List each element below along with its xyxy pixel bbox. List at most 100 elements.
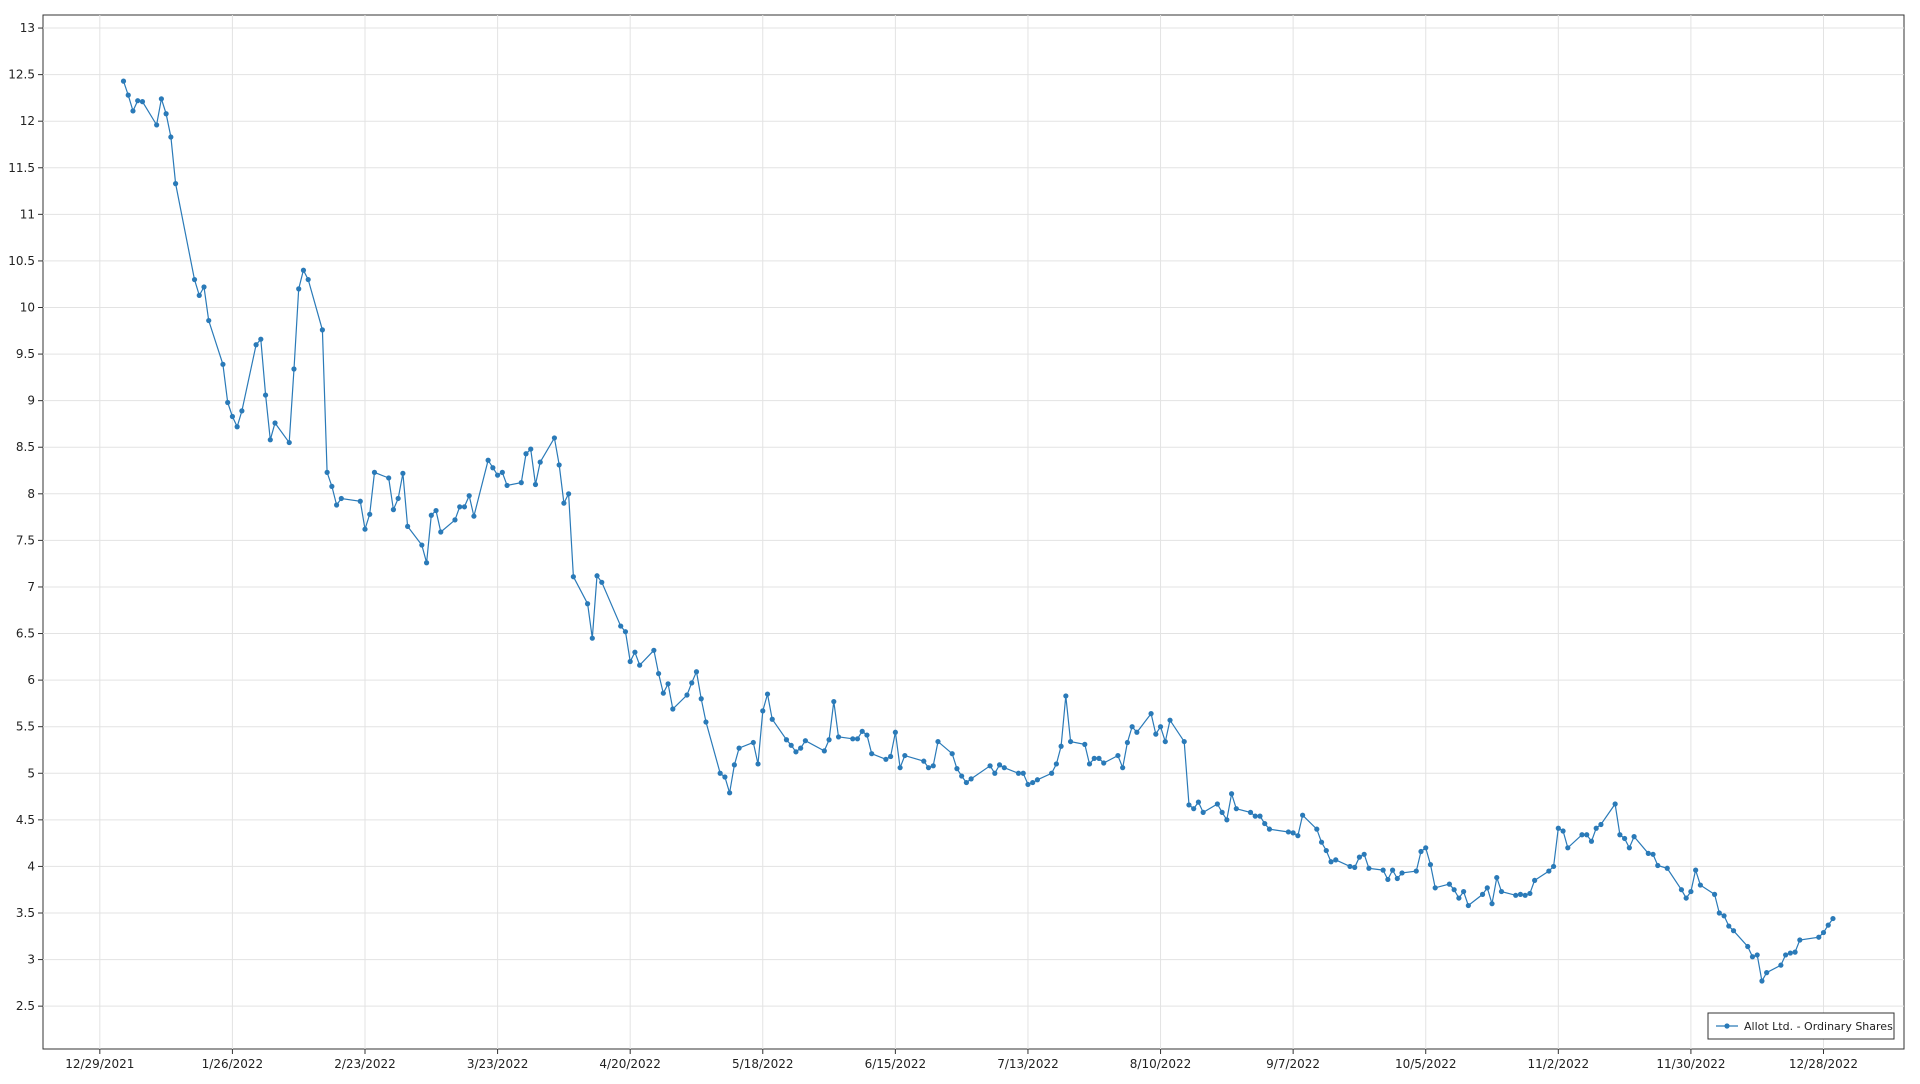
data-point	[485, 457, 491, 463]
data-point	[1688, 888, 1694, 895]
data-point	[1015, 770, 1022, 776]
data-point	[760, 708, 766, 714]
data-point	[665, 681, 671, 687]
data-point	[769, 716, 775, 722]
data-point	[1593, 825, 1599, 831]
data-point	[1598, 821, 1604, 828]
data-point	[201, 284, 207, 290]
data-point	[996, 762, 1003, 768]
data-point	[286, 439, 292, 446]
data-point	[1101, 760, 1107, 766]
y-tick-label: 3.5	[16, 906, 35, 920]
data-point	[783, 737, 790, 743]
y-tick-label: 7	[27, 580, 35, 594]
data-point	[1063, 693, 1069, 699]
data-point	[1759, 978, 1765, 984]
y-tick-label: 7.5	[16, 533, 35, 547]
data-point	[1314, 826, 1320, 832]
data-point	[1550, 863, 1557, 870]
data-point	[158, 96, 164, 102]
data-point	[1830, 915, 1836, 922]
data-point	[854, 736, 861, 742]
y-tick-label: 8	[27, 487, 35, 501]
data-point	[1825, 922, 1831, 928]
data-point	[471, 513, 477, 519]
data-point	[371, 469, 378, 475]
data-point	[1792, 949, 1798, 955]
data-point	[1157, 724, 1164, 730]
data-point	[206, 317, 212, 324]
data-point	[1285, 829, 1292, 835]
x-tick-label: 10/5/2022	[1395, 1057, 1457, 1071]
data-point	[551, 435, 558, 441]
data-point	[651, 647, 657, 653]
data-point	[324, 469, 330, 475]
data-point	[386, 475, 392, 481]
data-point	[925, 765, 932, 771]
data-point	[655, 670, 662, 677]
data-point	[1820, 929, 1827, 936]
data-point	[338, 495, 344, 502]
data-point	[798, 745, 804, 751]
data-point	[1200, 809, 1206, 815]
data-point	[1129, 724, 1135, 730]
data-point	[1380, 867, 1386, 873]
data-point	[954, 766, 960, 772]
x-tick-label: 11/2/2022	[1528, 1057, 1590, 1071]
data-point	[296, 286, 302, 292]
data-point	[1527, 890, 1533, 897]
y-tick-label: 12.5	[8, 68, 35, 82]
data-point	[191, 276, 198, 283]
data-point	[793, 749, 799, 755]
data-point	[589, 635, 595, 641]
data-point	[357, 498, 363, 504]
data-point	[1678, 887, 1685, 893]
data-point	[561, 500, 567, 506]
data-point	[1645, 850, 1651, 856]
data-point	[1290, 830, 1296, 836]
data-point	[1584, 832, 1590, 838]
data-point	[196, 292, 202, 298]
data-point	[1214, 801, 1220, 807]
data-point	[930, 763, 936, 769]
data-point	[1446, 881, 1453, 887]
data-point	[992, 770, 998, 776]
data-point	[1693, 867, 1699, 873]
data-point	[1389, 867, 1396, 873]
data-point	[727, 790, 733, 796]
data-point	[1167, 717, 1173, 723]
data-point	[419, 542, 425, 548]
data-point	[139, 99, 146, 105]
y-tick-label: 3	[27, 953, 35, 967]
data-point	[291, 366, 297, 372]
data-point	[428, 512, 434, 518]
data-point	[1385, 876, 1391, 883]
data-point	[423, 560, 430, 566]
data-point	[1124, 739, 1130, 746]
data-point	[135, 98, 141, 104]
data-point	[1711, 891, 1718, 897]
data-point	[168, 134, 174, 140]
data-point	[888, 753, 894, 760]
data-point	[1522, 892, 1528, 898]
data-point	[1399, 870, 1405, 876]
data-point	[395, 495, 401, 502]
data-point	[1797, 937, 1803, 943]
data-point	[1626, 845, 1632, 851]
data-point	[1754, 952, 1760, 958]
data-point	[1266, 826, 1273, 832]
data-point	[258, 336, 264, 342]
x-tick-label: 7/13/2022	[997, 1057, 1059, 1071]
data-point	[1650, 851, 1656, 857]
data-point	[1579, 832, 1585, 838]
data-point	[883, 756, 889, 762]
data-point	[1134, 729, 1140, 735]
data-point	[1588, 838, 1595, 844]
data-point	[438, 529, 444, 535]
data-point	[452, 517, 458, 523]
data-point	[618, 623, 624, 629]
data-point	[253, 342, 259, 348]
data-point	[1058, 743, 1064, 749]
data-point	[1323, 847, 1329, 854]
data-point	[1816, 934, 1822, 940]
